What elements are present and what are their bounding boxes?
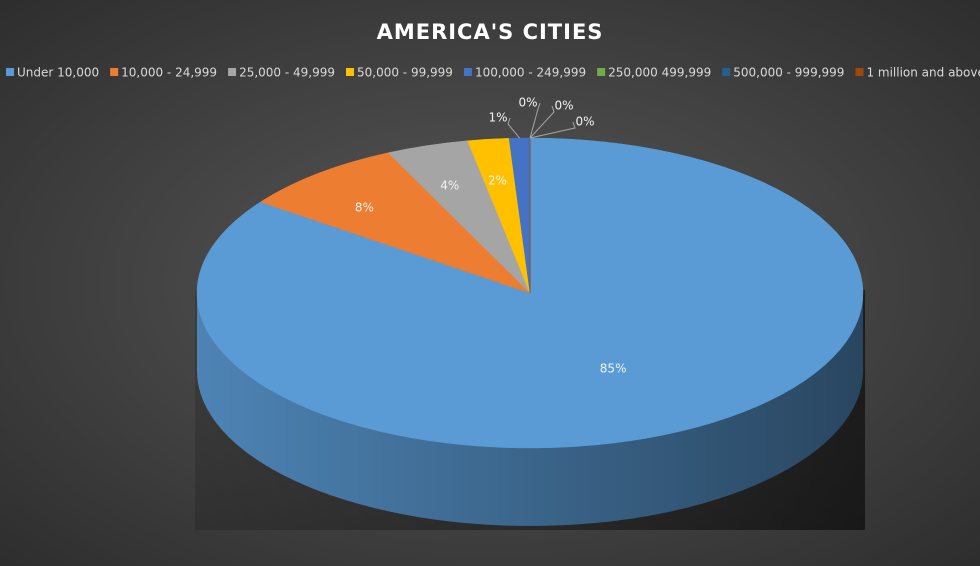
pie-tops bbox=[196, 137, 864, 449]
leader-line bbox=[529, 102, 541, 139]
data-label: 4% bbox=[440, 179, 459, 193]
data-label: 85% bbox=[600, 361, 627, 375]
legend-label: 100,000 - 249,999 bbox=[475, 66, 586, 80]
legend-label: 50,000 - 99,999 bbox=[357, 66, 453, 80]
legend-swatch bbox=[463, 68, 472, 76]
legend-swatch bbox=[228, 68, 237, 76]
legend-label: 500,000 - 999,999 bbox=[733, 66, 844, 80]
data-label: 2% bbox=[488, 174, 507, 188]
legend-swatch bbox=[722, 68, 731, 76]
legend-swatch bbox=[855, 68, 864, 76]
legend-label: 25,000 - 49,999 bbox=[239, 66, 335, 80]
legend-swatch bbox=[6, 68, 14, 76]
legend-label: Under 10,000 bbox=[17, 66, 99, 80]
legend-swatch bbox=[597, 68, 606, 76]
legend-swatch bbox=[110, 68, 119, 76]
data-label: 0% bbox=[575, 115, 594, 129]
legend: Under 10,000 10,000 - 24,999 25,000 - 49,9… bbox=[6, 66, 980, 80]
pie-slice bbox=[260, 152, 531, 294]
legend-swatch bbox=[346, 68, 354, 76]
data-label: 1% bbox=[488, 111, 507, 125]
leader-line bbox=[529, 121, 576, 139]
leader-line bbox=[507, 117, 520, 139]
legend-label: 250,000 499,999 bbox=[608, 66, 711, 80]
data-label: 8% bbox=[355, 200, 374, 214]
legend-label: 10,000 - 24,999 bbox=[121, 66, 217, 80]
data-labels: 85%8%4% 2%1%0% 0%0% bbox=[355, 96, 627, 376]
chart-title: AMERICA'S CITIES bbox=[377, 20, 604, 44]
leader-line bbox=[529, 105, 555, 139]
data-label: 0% bbox=[554, 99, 573, 113]
legend-label: 1 million and above bbox=[866, 66, 980, 80]
data-label: 0% bbox=[518, 96, 537, 110]
